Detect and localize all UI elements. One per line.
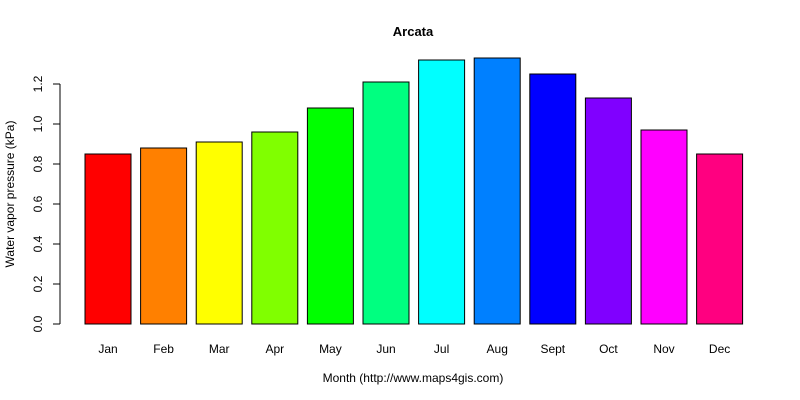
y-tick-label: 0.0 xyxy=(31,315,45,332)
y-axis-label: Water vapor pressure (kPa) xyxy=(3,121,17,268)
bar-aug xyxy=(473,57,521,325)
y-tick-label: 1.0 xyxy=(31,115,45,132)
x-tick-label-oct: Oct xyxy=(599,342,618,356)
y-tick-label: 0.2 xyxy=(31,275,45,292)
y-tick-label: 0.6 xyxy=(31,195,45,212)
y-axis: 0.0 0.2 0.4 0.6 0.8 1.0 1.2 xyxy=(31,75,61,332)
bar-feb xyxy=(140,147,188,325)
bar-nov xyxy=(640,129,688,325)
x-axis-label: Month (http://www.maps4gis.com) xyxy=(323,371,504,385)
x-tick-label-jan: Jan xyxy=(98,342,117,356)
x-tick-label-mar: Mar xyxy=(209,342,230,356)
y-tick-label: 0.4 xyxy=(31,235,45,252)
bar-apr xyxy=(251,131,299,325)
x-tick-label-feb: Feb xyxy=(153,342,174,356)
x-tick-label-nov: Nov xyxy=(653,342,674,356)
bar-oct xyxy=(584,97,632,325)
x-tick-label-sept: Sept xyxy=(540,342,565,356)
x-tick-labels: Jan Feb Mar Apr May Jun Jul Aug Sept Oct Nov Dec xyxy=(98,342,730,356)
bar-sept xyxy=(529,73,577,325)
chart-title: Arcata xyxy=(393,24,434,39)
bar-jun xyxy=(362,81,410,325)
x-tick-label-dec: Dec xyxy=(709,342,730,356)
y-tick-label: 0.8 xyxy=(31,155,45,172)
x-tick-label-apr: Apr xyxy=(265,342,284,356)
bar-mar xyxy=(195,141,243,325)
bar-may xyxy=(306,107,354,325)
x-tick-label-may: May xyxy=(319,342,342,356)
bars-group xyxy=(84,57,744,325)
x-tick-label-aug: Aug xyxy=(487,342,508,356)
bar-jul xyxy=(418,59,466,325)
x-tick-label-jul: Jul xyxy=(434,342,449,356)
bar-dec xyxy=(696,153,744,325)
bar-jan xyxy=(84,153,132,325)
y-tick-label: 1.2 xyxy=(31,75,45,92)
x-tick-label-jun: Jun xyxy=(376,342,395,356)
